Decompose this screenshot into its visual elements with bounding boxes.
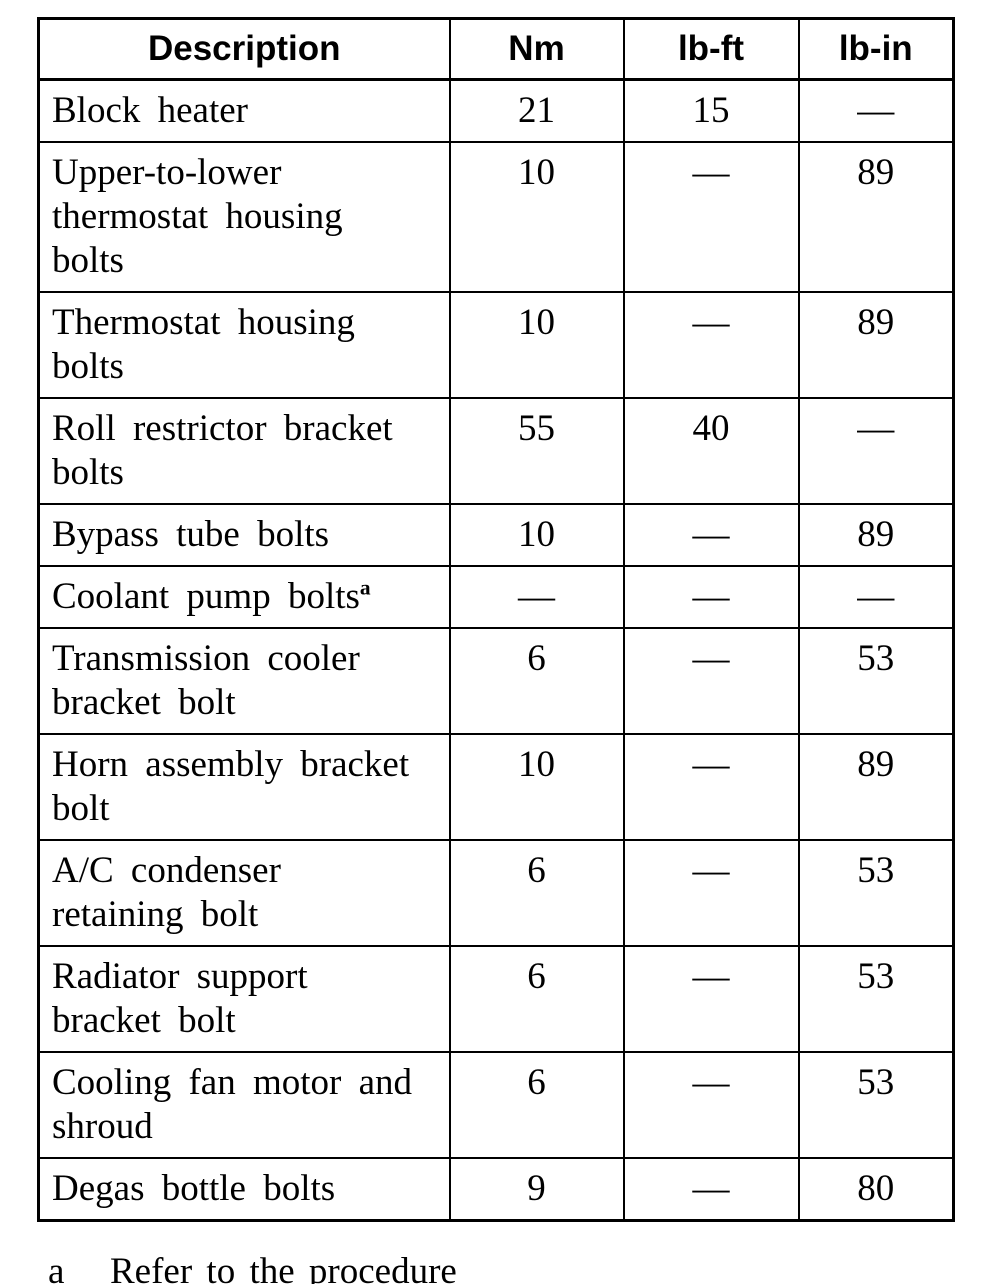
lb-ft-cell: 15 (622, 78, 800, 143)
table-row: Thermostat housing bolts 10—89 (37, 291, 955, 399)
table-row: Coolant pump boltsa — — — (37, 565, 955, 629)
description-cell: Radiator support bracket bolt (37, 945, 451, 1053)
description-cell: Bypass tube bolts (37, 503, 451, 567)
lb-in-cell: — (797, 78, 955, 143)
nm-cell: — (448, 565, 625, 629)
footnote: a Refer to the procedure (48, 1250, 1008, 1284)
table-row: Bypass tube bolts 10—89 (37, 503, 955, 567)
nm-cell: 21 (448, 78, 625, 143)
nm-cell: 6 (448, 627, 625, 735)
nm-cell: 6 (448, 1051, 625, 1159)
nm-cell: 10 (448, 141, 625, 293)
description-line: thermostat housing (52, 196, 343, 237)
table-row: Horn assembly bracket bolt 10—89 (37, 733, 955, 841)
nm-cell: 9 (448, 1157, 625, 1222)
lb-in-cell: 53 (797, 945, 955, 1053)
col-header-nm: Nm (448, 17, 625, 81)
description-line: Degas bottle bolts (52, 1168, 336, 1209)
description-cell: Coolant pump boltsa (37, 565, 451, 629)
lb-ft-cell: — (622, 627, 800, 735)
lb-in-cell: 53 (797, 1051, 955, 1159)
description-cell: A/C condenser retaining bolt (37, 839, 451, 947)
lb-ft-cell: — (622, 945, 800, 1053)
table-row: Upper-to-lower thermostat housing bolts 10—… (37, 141, 955, 293)
lb-ft-cell: — (622, 839, 800, 947)
description-line: A/C condenser (52, 850, 281, 891)
lb-ft-cell: — (622, 1051, 800, 1159)
description-line: Transmission cooler (52, 638, 360, 679)
table-body: Block heater 21 15— Upper-to-lower thermosta… (37, 78, 955, 1222)
description-line: bracket bolt (52, 1000, 236, 1041)
table-row: Degas bottle bolts 9—80 (37, 1157, 955, 1222)
description-line: Horn assembly bracket (52, 744, 410, 785)
footnote-reference: a (359, 575, 371, 600)
lb-in-cell: 53 (797, 839, 955, 947)
description-cell: Thermostat housing bolts (37, 291, 451, 399)
col-header-description: Description (37, 17, 451, 81)
description-cell: Roll restrictor bracket bolts (37, 397, 451, 505)
description-line: bolts (52, 240, 124, 281)
lb-in-cell: 89 (797, 733, 955, 841)
description-cell: Horn assembly bracket bolt (37, 733, 451, 841)
nm-cell: 6 (448, 945, 625, 1053)
nm-cell: 10 (448, 503, 625, 567)
description-line: shroud (52, 1106, 153, 1147)
torque-spec-table: Description Nm lb-ft lb-in Block heater 2… (37, 17, 955, 1222)
description-cell: Transmission cooler bracket bolt (37, 627, 451, 735)
description-line: bolt (52, 788, 110, 829)
lb-ft-cell: 40 (622, 397, 800, 505)
table-row: A/C condenser retaining bolt 6—53 (37, 839, 955, 947)
description-line: Coolant pump boltsa (52, 575, 371, 617)
lb-ft-cell: — (622, 1157, 800, 1222)
footnote-marker: a (48, 1251, 65, 1284)
lb-in-cell: 89 (797, 503, 955, 567)
description-line: Cooling fan motor and (52, 1062, 413, 1103)
description-line: retaining bolt (52, 894, 259, 935)
table-row: Transmission cooler bracket bolt 6—53 (37, 627, 955, 735)
nm-cell: 10 (448, 291, 625, 399)
description-line: Thermostat housing (52, 302, 355, 343)
nm-cell: 55 (448, 397, 625, 505)
lb-ft-cell: — (622, 733, 800, 841)
lb-ft-cell: — (622, 141, 800, 293)
footnote-text: Refer to the procedure (110, 1251, 457, 1284)
lb-ft-cell: — (622, 291, 800, 399)
table-row: Cooling fan motor and shroud 6—53 (37, 1051, 955, 1159)
description-cell: Cooling fan motor and shroud (37, 1051, 451, 1159)
table-row: Block heater 21 15— (37, 78, 955, 143)
col-header-lb-in: lb-in (797, 17, 955, 81)
lb-in-cell: 89 (797, 291, 955, 399)
lb-in-cell: — (797, 397, 955, 505)
description-line: bolts (52, 452, 124, 493)
nm-cell: 10 (448, 733, 625, 841)
description-line: Radiator support (52, 956, 308, 997)
nm-cell: 6 (448, 839, 625, 947)
lb-ft-cell: — (622, 565, 800, 629)
description-line: Block heater (52, 90, 248, 131)
col-header-lb-ft: lb-ft (622, 17, 800, 81)
description-cell: Degas bottle bolts (37, 1157, 451, 1222)
description-cell: Block heater (37, 78, 451, 143)
table-header: Description Nm lb-ft lb-in (37, 17, 955, 81)
table-row: Radiator support bracket bolt 6—53 (37, 945, 955, 1053)
lb-in-cell: — (797, 565, 955, 629)
description-line: Roll restrictor bracket (52, 408, 393, 449)
description-line: Upper-to-lower (52, 152, 282, 193)
table-row: Roll restrictor bracket bolts 55 40— (37, 397, 955, 505)
lb-in-cell: 53 (797, 627, 955, 735)
header-row: Description Nm lb-ft lb-in (37, 17, 955, 81)
lb-in-cell: 89 (797, 141, 955, 293)
lb-in-cell: 80 (797, 1157, 955, 1222)
description-line: bracket bolt (52, 682, 236, 723)
lb-ft-cell: — (622, 503, 800, 567)
description-cell: Upper-to-lower thermostat housing bolts (37, 141, 451, 293)
description-line: bolts (52, 346, 124, 387)
description-line: Bypass tube bolts (52, 514, 330, 555)
